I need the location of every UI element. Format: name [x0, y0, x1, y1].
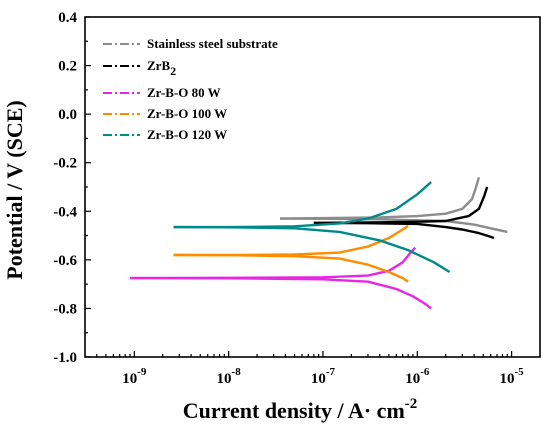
series-3: [173, 224, 409, 283]
series-anodic-branch: [173, 224, 409, 257]
legend-label-text: ZrB: [147, 58, 170, 73]
legend-label-text: Zr-B-O 80 W: [147, 85, 221, 100]
series-anodic-branch: [279, 176, 481, 220]
y-tick-label: -1.0: [53, 350, 77, 366]
legend: Stainless steel substrate ZrB2 Zr-B-O 80 W…: [103, 36, 278, 142]
legend-label-subscript: 2: [170, 64, 176, 78]
axis-ticks: 0.40.20.0-0.2-0.4-0.6-0.8-1.010-9 10-8 10-…: [53, 10, 524, 387]
x-tick-base: 10: [311, 371, 326, 387]
y-tick-label: -0.2: [53, 156, 77, 172]
series-cathodic-branch: [173, 253, 409, 283]
x-tick-exponent: -6: [420, 366, 430, 378]
x-axis-title: Current density / A· cm-2: [183, 396, 418, 423]
legend-label-text: Zr-B-O 120 W: [147, 127, 227, 142]
x-tick-label: 10-8: [217, 366, 242, 387]
x-tick-exponent: -7: [326, 366, 336, 378]
legend-label-text: Zr-B-O 100 W: [147, 106, 227, 121]
x-tick-label: 10-9: [122, 366, 147, 387]
legend-label: Zr-B-O 80 W: [147, 85, 221, 100]
x-tick-label: 10-7: [311, 366, 336, 387]
legend-label: Zr-B-O 120 W: [147, 127, 227, 142]
legend-label: Zr-B-O 100 W: [147, 106, 227, 121]
series-layer: [129, 176, 508, 310]
y-tick-label: -0.8: [53, 301, 77, 317]
series-cathodic-branch: [173, 225, 451, 274]
y-tick-label: -0.6: [53, 253, 77, 269]
x-tick-exponent: -8: [232, 366, 242, 378]
series-2: [129, 246, 432, 310]
x-tick-base: 10: [405, 371, 420, 387]
y-tick-label: -0.4: [53, 204, 77, 220]
y-axis-title: Potential / V (SCE): [2, 100, 27, 279]
x-axis-title-main: Current density / A· cm: [183, 398, 405, 423]
series-anodic-branch: [129, 246, 417, 280]
series-cathodic-branch: [313, 221, 495, 240]
y-tick-label: 0.0: [58, 107, 77, 123]
x-tick-base: 10: [500, 371, 515, 387]
x-tick-base: 10: [217, 371, 232, 387]
x-tick-label: 10-5: [500, 366, 525, 387]
x-tick-base: 10: [122, 371, 137, 387]
legend-label-text: Stainless steel substrate: [147, 36, 278, 51]
x-tick-exponent: -5: [515, 366, 525, 378]
legend-label: Stainless steel substrate: [147, 36, 278, 51]
legend-label: ZrB2: [147, 58, 176, 78]
x-axis-title-exponent: -2: [405, 396, 418, 412]
y-tick-label: 0.4: [58, 10, 77, 26]
x-tick-exponent: -9: [137, 366, 147, 378]
y-tick-label: 0.2: [58, 59, 77, 75]
series-1: [313, 186, 495, 240]
series-4: [173, 181, 451, 274]
x-tick-label: 10-6: [405, 366, 430, 387]
series-cathodic-branch: [129, 276, 432, 310]
